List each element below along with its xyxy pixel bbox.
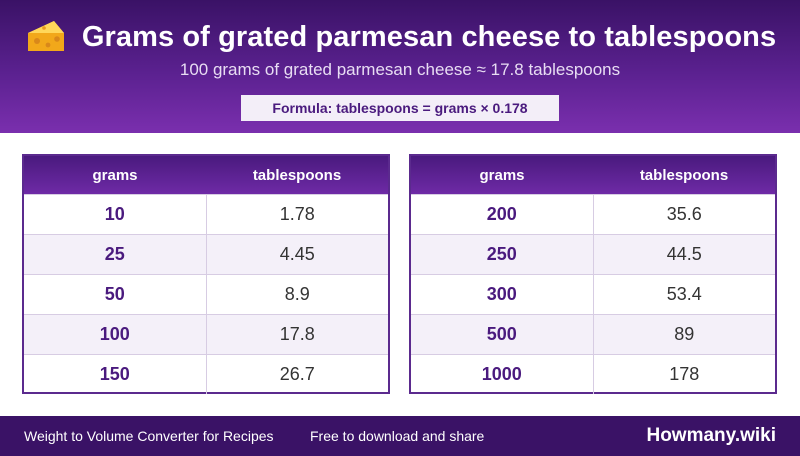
grams-cell: 200 bbox=[411, 195, 594, 234]
tablespoons-cell: 53.4 bbox=[666, 284, 702, 304]
footer-tagline: Weight to Volume Converter for Recipes bbox=[24, 428, 274, 444]
table-row: 150 26.7 bbox=[24, 354, 388, 394]
grams-cell: 50 bbox=[24, 275, 207, 314]
column-header-tablespoons: tablespoons bbox=[252, 166, 342, 184]
grams-cell: 300 bbox=[411, 275, 594, 314]
grams-cell: 250 bbox=[411, 235, 594, 274]
table-row: 500 89 bbox=[411, 314, 775, 354]
tablespoons-cell: 178 bbox=[669, 364, 700, 384]
subtitle: 100 grams of grated parmesan cheese ≈ 17… bbox=[179, 60, 621, 79]
tablespoons-cell: 35.6 bbox=[666, 204, 702, 224]
brand-logo-text: Howmany.wiki bbox=[646, 425, 776, 446]
table-row: 300 53.4 bbox=[411, 274, 775, 314]
page-title: Grams of grated parmesan cheese to table… bbox=[81, 20, 777, 53]
grams-cell: 10 bbox=[24, 195, 207, 234]
conversion-table-left: grams tablespoons 10 1.78 25 4.45 50 8.9… bbox=[22, 154, 390, 394]
column-header-tablespoons: tablespoons bbox=[639, 166, 729, 184]
column-header-grams: grams bbox=[92, 166, 138, 184]
grams-cell: 1000 bbox=[411, 355, 594, 394]
tablespoons-cell: 26.7 bbox=[279, 364, 315, 384]
table-row: 100 17.8 bbox=[24, 314, 388, 354]
tablespoons-cell: 17.8 bbox=[279, 324, 315, 344]
grams-cell: 500 bbox=[411, 315, 594, 354]
formula-badge: Formula: tablespoons = grams × 0.178 bbox=[241, 95, 559, 121]
tablespoons-cell: 8.9 bbox=[284, 284, 310, 304]
footer-bar: Weight to Volume Converter for Recipes F… bbox=[0, 416, 800, 456]
grams-cell: 100 bbox=[24, 315, 207, 354]
column-header-grams: grams bbox=[479, 166, 525, 184]
tablespoons-cell: 44.5 bbox=[666, 244, 702, 264]
tablespoons-cell: 1.78 bbox=[279, 204, 315, 224]
table-row: 10 1.78 bbox=[24, 194, 388, 234]
table-row: 50 8.9 bbox=[24, 274, 388, 314]
grams-cell: 150 bbox=[24, 355, 207, 394]
table-header: grams tablespoons bbox=[24, 156, 388, 194]
title-row: Grams of grated parmesan cheese to table… bbox=[0, 14, 800, 60]
table-row: 200 35.6 bbox=[411, 194, 775, 234]
table-row: 25 4.45 bbox=[24, 234, 388, 274]
cheese-icon bbox=[27, 21, 64, 51]
table-header: grams tablespoons bbox=[411, 156, 775, 194]
conversion-table-right: grams tablespoons 200 35.6 250 44.5 300 … bbox=[409, 154, 777, 394]
tablespoons-cell: 4.45 bbox=[279, 244, 315, 264]
tablespoons-cell: 89 bbox=[674, 324, 695, 344]
table-row: 1000 178 bbox=[411, 354, 775, 394]
header-banner: Grams of grated parmesan cheese to table… bbox=[0, 0, 800, 133]
footer-share-note: Free to download and share bbox=[310, 428, 485, 444]
grams-cell: 25 bbox=[24, 235, 207, 274]
table-row: 250 44.5 bbox=[411, 234, 775, 274]
